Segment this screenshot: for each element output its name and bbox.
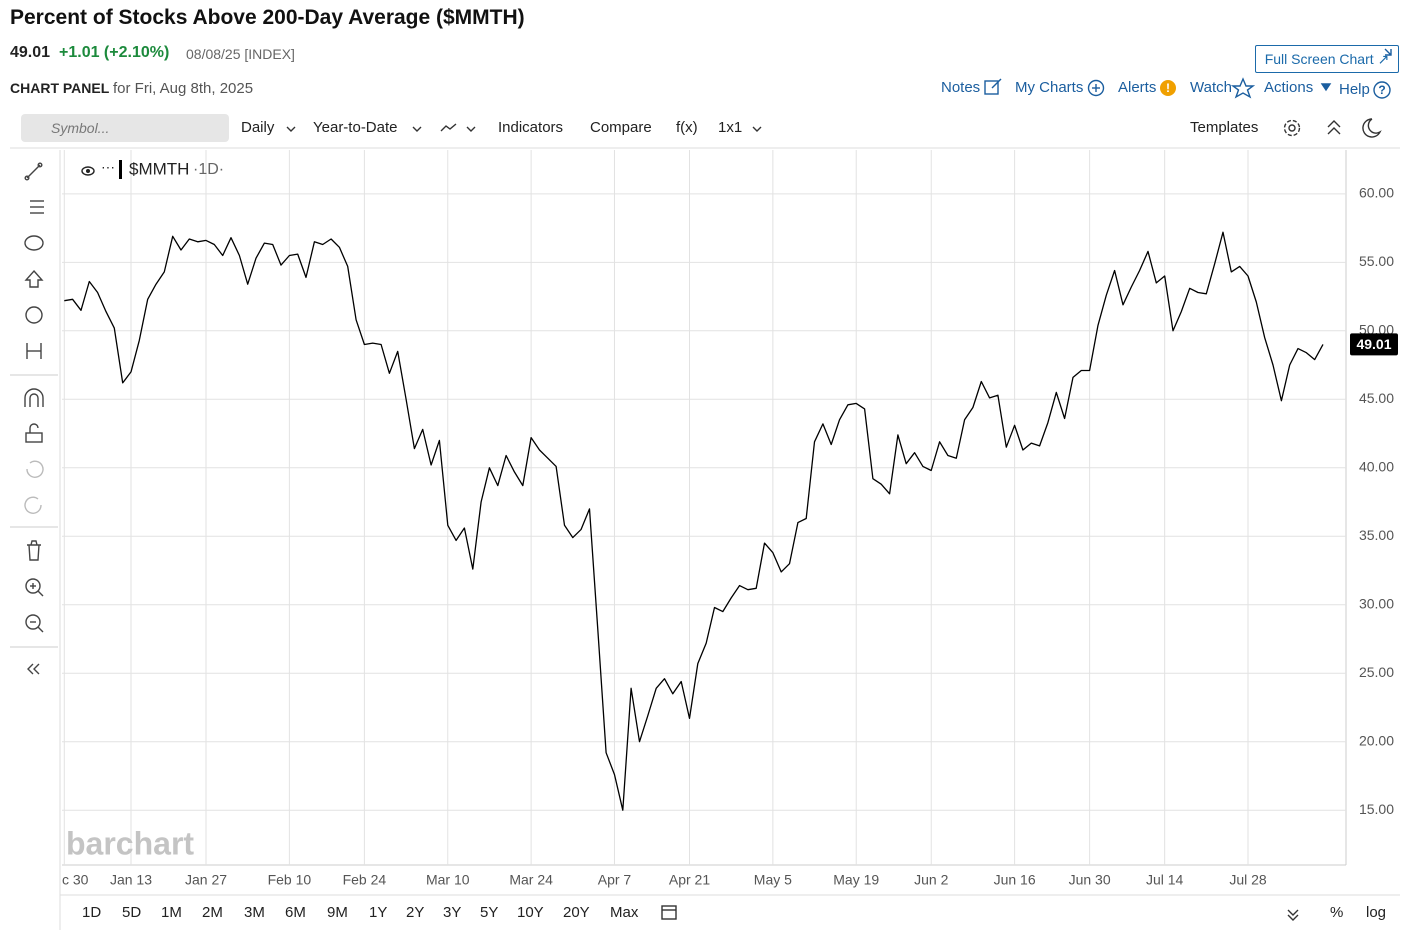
legend-symbol: $MMTH (129, 159, 189, 178)
period-button[interactable]: 6M (285, 904, 306, 921)
layout-menu[interactable]: 1x1 (718, 119, 743, 136)
legend-swatch (119, 160, 122, 179)
indicators-button[interactable]: Indicators (498, 119, 564, 136)
help-link[interactable]: Help (1339, 81, 1370, 98)
period-button[interactable]: 1M (161, 904, 182, 921)
last-value-box (1350, 333, 1398, 356)
period-button[interactable]: 1D (82, 904, 102, 921)
symbol-placeholder: Symbol... (51, 120, 110, 136)
period-button[interactable]: 2M (202, 904, 223, 921)
x-tick-label: Jun 2 (914, 872, 948, 888)
x-tick-label: c 30 (62, 872, 89, 888)
interval-menu[interactable]: Daily (241, 119, 275, 136)
period-button[interactable]: 5D (122, 904, 142, 921)
alert-badge-mark: ! (1166, 81, 1170, 95)
x-tick-label: Jul 14 (1146, 872, 1184, 888)
period-button[interactable]: 3M (244, 904, 265, 921)
y-tick-label: 60.00 (1359, 185, 1394, 201)
price-change: +1.01 (+2.10%) (59, 44, 170, 61)
nav-icons (984, 48, 1392, 99)
period-button[interactable]: Max (610, 904, 639, 921)
period-button[interactable]: 9M (327, 904, 348, 921)
y-tick-label: 30.00 (1359, 595, 1394, 611)
x-tick-label: Jan 13 (110, 872, 152, 888)
help-mark: ? (1378, 83, 1385, 97)
legend-interval: ·1D· (193, 161, 224, 178)
period-button[interactable]: 5Y (480, 904, 499, 921)
full-screen-button[interactable]: Full Screen Chart ↗ (1255, 45, 1399, 73)
period-button[interactable]: 1Y (369, 904, 388, 921)
quote-date: 08/08/25 [INDEX] (186, 46, 295, 62)
y-tick-label: 35.00 (1359, 527, 1394, 543)
y-tick-label: 20.00 (1359, 732, 1394, 748)
log-toggle[interactable]: log (1366, 904, 1387, 921)
x-tick-label: Feb 10 (268, 872, 312, 888)
x-tick-label: Mar 24 (509, 872, 553, 888)
panel-label: CHART PANEL (10, 80, 110, 96)
last-value-label: 49.01 (1356, 336, 1391, 352)
symbol-search[interactable]: Symbol... (21, 114, 229, 142)
watch-link[interactable]: Watch (1190, 79, 1232, 96)
alert-badge (1160, 80, 1176, 96)
visibility-icon[interactable] (81, 166, 95, 176)
period-button[interactable]: 20Y (563, 904, 590, 921)
period-button[interactable]: 3Y (443, 904, 462, 921)
percent-toggle[interactable]: % (1330, 904, 1344, 921)
full-screen-label: Full Screen Chart (1264, 51, 1374, 67)
x-tick-label: Jan 27 (185, 872, 227, 888)
notes-link[interactable]: Notes (941, 79, 981, 96)
fx-button[interactable]: f(x) (676, 119, 698, 136)
y-tick-label: 55.00 (1359, 253, 1394, 269)
sidebar-separators (10, 374, 58, 648)
x-tick-label: Feb 24 (343, 872, 387, 888)
sidebar-tools[interactable] (24, 162, 44, 675)
y-tick-label: 40.00 (1359, 458, 1394, 474)
last-price: 49.01 (10, 44, 51, 61)
x-tick-label: Jul 28 (1229, 872, 1267, 888)
legend-menu[interactable]: ··· (101, 159, 115, 175)
x-tick-label: Mar 10 (426, 872, 470, 888)
y-tick-label: 15.00 (1359, 801, 1394, 817)
period-button[interactable]: 2Y (406, 904, 425, 921)
x-tick-label: May 19 (833, 872, 879, 888)
range-menu[interactable]: Year-to-Date (313, 119, 398, 136)
compare-button[interactable]: Compare (590, 119, 652, 136)
templates-button[interactable]: Templates (1190, 119, 1259, 136)
x-tick-label: Apr 21 (669, 872, 710, 888)
y-tick-label: 45.00 (1359, 390, 1394, 406)
x-tick-label: Jun 30 (1069, 872, 1111, 888)
page-title: Percent of Stocks Above 200-Day Average … (10, 6, 525, 29)
visibility-icon-pupil (86, 169, 90, 173)
alerts-link[interactable]: Alerts (1118, 79, 1157, 96)
actions-menu[interactable]: Actions (1264, 79, 1314, 96)
my-charts-link[interactable]: My Charts (1015, 79, 1084, 96)
x-tick-label: Apr 7 (598, 872, 632, 888)
period-button[interactable]: 10Y (517, 904, 544, 921)
panel-date: for Fri, Aug 8th, 2025 (113, 80, 254, 97)
x-tick-label: Jun 16 (994, 872, 1036, 888)
x-tick-label: May 5 (754, 872, 792, 888)
y-tick-label: 25.00 (1359, 664, 1394, 680)
data-line (64, 231, 1324, 811)
toolbar-icons (27, 83, 1382, 921)
watermark: barchart (66, 825, 194, 861)
